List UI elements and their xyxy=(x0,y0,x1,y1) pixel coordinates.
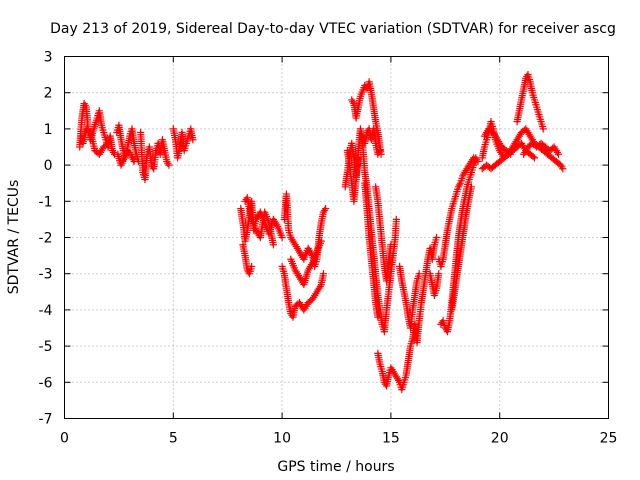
x-tick-label: 5 xyxy=(169,431,178,447)
y-tick-label: -1 xyxy=(39,194,53,210)
data-point xyxy=(505,149,513,157)
data-point xyxy=(506,150,515,158)
y-tick-label: 0 xyxy=(44,158,53,174)
data-point xyxy=(349,98,357,106)
data-point xyxy=(109,148,118,157)
y-axis-label: SDTVAR / TECUs xyxy=(6,180,22,295)
y-tick-label: -2 xyxy=(39,231,53,247)
data-point xyxy=(387,241,395,249)
data-point xyxy=(376,147,384,155)
x-tick-label: 15 xyxy=(382,431,400,447)
data-point xyxy=(104,139,112,147)
chart-title: Day 213 of 2019, Sidereal Day-to-day VTE… xyxy=(50,21,616,37)
x-tick-label: 0 xyxy=(60,431,69,447)
data-point xyxy=(248,262,256,271)
data-point xyxy=(554,150,563,158)
data-point xyxy=(432,233,441,242)
data-point xyxy=(529,153,537,161)
data-point xyxy=(559,165,567,173)
data-point xyxy=(455,181,464,189)
data-point xyxy=(354,154,362,162)
data-point xyxy=(130,157,138,166)
data-point xyxy=(374,313,382,321)
data-point xyxy=(322,204,330,213)
y-tick-label: -3 xyxy=(39,267,53,283)
data-point xyxy=(474,157,482,166)
y-tick-label: -5 xyxy=(39,339,53,355)
data-points xyxy=(76,71,567,394)
y-tick-label: 3 xyxy=(44,50,53,66)
data-point xyxy=(189,136,197,144)
x-tick-label: 25 xyxy=(600,431,618,447)
y-tick-label: -4 xyxy=(39,303,53,319)
grid-lines xyxy=(64,56,609,419)
x-tick-label: 20 xyxy=(491,431,509,447)
data-point xyxy=(278,233,286,242)
data-point xyxy=(319,270,328,278)
data-point xyxy=(530,154,539,162)
data-point xyxy=(102,140,111,149)
data-point xyxy=(164,159,172,167)
x-tick-label: 10 xyxy=(273,431,291,447)
data-point xyxy=(467,183,476,191)
y-tick-label: 2 xyxy=(44,86,53,102)
data-point xyxy=(392,215,400,223)
data-point xyxy=(539,125,547,133)
data-point xyxy=(320,206,329,214)
data-point xyxy=(317,237,325,245)
y-tick-label: -7 xyxy=(39,412,53,428)
data-point xyxy=(269,241,277,249)
data-point xyxy=(165,161,173,169)
x-axis-label: GPS time / hours xyxy=(277,459,394,475)
y-tick-label: -6 xyxy=(39,375,53,391)
data-point xyxy=(128,154,137,162)
data-point xyxy=(415,270,423,278)
data-point xyxy=(435,270,443,278)
y-tick-label: 1 xyxy=(44,122,53,138)
